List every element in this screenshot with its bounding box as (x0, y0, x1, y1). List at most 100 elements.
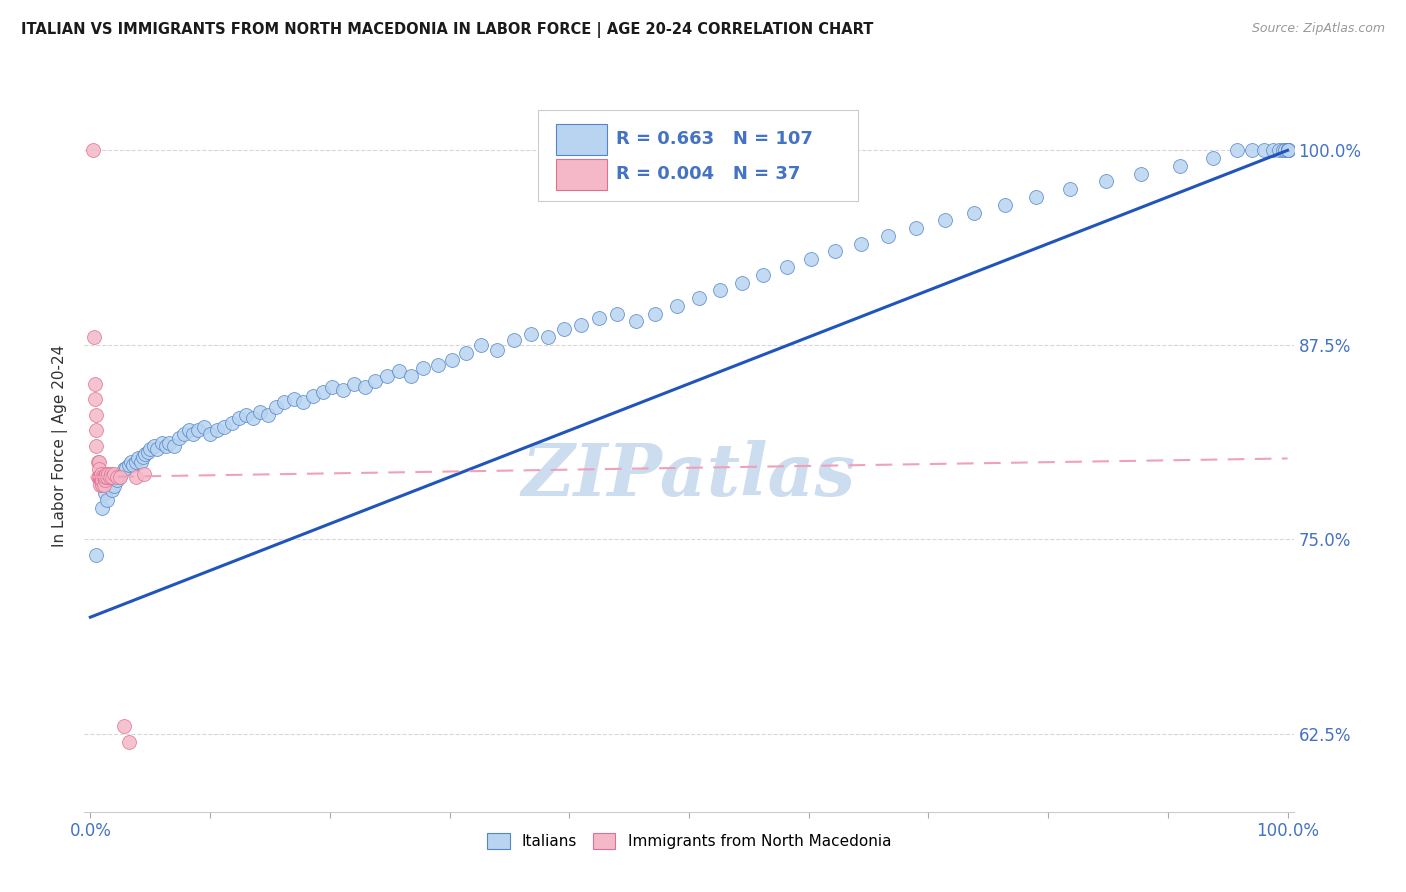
Point (1277, 144, 1299, 158)
Point (730, 276, 752, 290)
Point (90, 467, 112, 481)
Point (142, 439, 165, 453)
Point (101, 483, 124, 497)
Point (118, 734, 141, 748)
Point (776, 260, 799, 274)
Point (89, 478, 111, 492)
Point (1240, 144, 1263, 158)
Point (1277, 144, 1299, 158)
Point (118, 458, 141, 472)
Point (665, 299, 688, 313)
Text: Source: ZipAtlas.com: Source: ZipAtlas.com (1251, 22, 1385, 36)
Point (1277, 144, 1299, 158)
Point (157, 436, 180, 450)
Point (486, 343, 509, 357)
Point (134, 447, 156, 461)
Point (110, 467, 132, 481)
Point (1277, 144, 1299, 158)
Point (1059, 182, 1081, 196)
Point (100, 467, 122, 481)
Point (167, 431, 190, 445)
Point (283, 392, 305, 407)
FancyBboxPatch shape (555, 160, 607, 190)
Text: ITALIAN VS IMMIGRANTS FROM NORTH MACEDONIA IN LABOR FORCE | AGE 20-24 CORRELATIO: ITALIAN VS IMMIGRANTS FROM NORTH MACEDON… (21, 22, 873, 38)
Point (125, 470, 148, 484)
Point (198, 426, 221, 441)
Point (311, 384, 333, 399)
Point (321, 380, 343, 394)
Point (1277, 144, 1299, 158)
Point (1277, 144, 1299, 158)
Point (1094, 174, 1116, 188)
Point (1277, 144, 1299, 158)
Point (1202, 151, 1225, 165)
Point (112, 719, 135, 733)
Point (93, 470, 115, 484)
Point (709, 284, 731, 298)
Point (93, 470, 115, 484)
Point (115, 460, 138, 475)
Point (440, 353, 463, 368)
Point (626, 314, 648, 328)
Point (800, 252, 823, 267)
Point (553, 322, 575, 336)
Point (86, 424, 108, 438)
Point (1277, 144, 1299, 158)
Legend: Italians, Immigrants from North Macedonia: Italians, Immigrants from North Macedoni… (481, 827, 897, 855)
Point (129, 454, 152, 468)
Point (86, 470, 108, 484)
Point (876, 228, 898, 243)
Point (364, 374, 387, 388)
Point (132, 450, 155, 464)
Point (187, 424, 209, 438)
Point (91, 473, 114, 487)
Point (503, 333, 526, 347)
Point (249, 405, 271, 419)
Point (86, 439, 108, 453)
Point (96, 470, 118, 484)
Point (105, 470, 128, 484)
Point (83, 330, 105, 344)
Point (221, 416, 243, 430)
Point (905, 221, 928, 235)
Point (89, 473, 111, 487)
Point (994, 198, 1017, 212)
Point (177, 424, 200, 438)
Point (96, 493, 118, 508)
Point (150, 436, 173, 450)
Point (273, 395, 295, 409)
Point (97, 467, 120, 481)
Point (934, 213, 956, 227)
FancyBboxPatch shape (538, 110, 858, 201)
Point (292, 395, 315, 409)
Point (963, 205, 986, 219)
Point (644, 307, 666, 321)
Point (120, 454, 142, 468)
Point (127, 451, 149, 466)
Point (134, 467, 156, 481)
Point (101, 470, 124, 484)
Point (1025, 190, 1047, 204)
Point (388, 364, 411, 378)
Point (89, 470, 111, 484)
Point (256, 408, 278, 422)
Point (412, 361, 434, 376)
Point (91, 470, 114, 484)
Point (84, 392, 107, 407)
Text: R = 0.004   N = 37: R = 0.004 N = 37 (616, 165, 801, 183)
Text: ZIPatlas: ZIPatlas (522, 440, 856, 511)
Point (108, 470, 131, 484)
Point (86, 548, 108, 562)
Point (91, 501, 114, 516)
Point (86, 408, 108, 422)
Point (163, 439, 186, 453)
Point (606, 307, 628, 321)
Point (207, 424, 229, 438)
Point (93, 473, 115, 487)
Point (569, 318, 592, 332)
Point (537, 330, 560, 344)
FancyBboxPatch shape (555, 124, 607, 155)
Point (136, 445, 159, 459)
Point (851, 236, 873, 251)
Point (1130, 167, 1153, 181)
